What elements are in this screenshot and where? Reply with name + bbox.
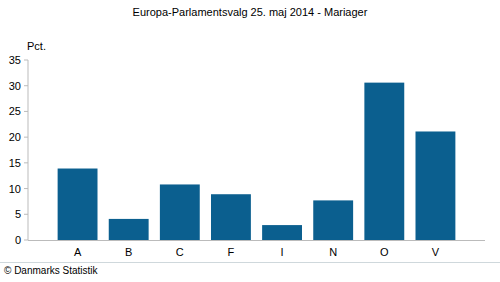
x-axis-line [28,240,485,241]
y-tick [24,188,28,189]
chart-svg: Europa-Parlamentsvalg 25. maj 2014 - Mar… [0,0,500,282]
y-tick-label: 25 [9,105,21,117]
bar [58,169,98,240]
bar [160,184,200,240]
y-tick-label: 15 [9,157,21,169]
y-tick-label: 5 [15,208,21,220]
y-tick-label: 35 [9,54,21,66]
y-tick-label: 20 [9,131,21,143]
bar [364,83,404,240]
x-tick-label: F [228,246,235,258]
y-tick [24,85,28,86]
x-tick-label: A [74,246,82,258]
bar [262,225,302,240]
y-tick-label: 10 [9,183,21,195]
y-tick-label: 0 [15,234,21,246]
bar [415,131,455,240]
source: © Danmarks Statistik [4,265,99,276]
y-tick-label: 30 [9,80,21,92]
bar [109,219,149,240]
x-tick-label: C [176,246,184,258]
y-tick [24,162,28,163]
y-tick [24,240,28,241]
chart-container: Europa-Parlamentsvalg 25. maj 2014 - Mar… [0,0,500,282]
x-tick-label: I [281,246,284,258]
y-tick [24,214,28,215]
bars [58,83,456,240]
footer-line [0,262,500,263]
y-axis-label: Pct. [27,40,46,52]
y-tick [24,137,28,138]
x-tick-label: V [432,246,440,258]
y-tick [24,60,28,61]
bar [211,194,251,240]
title: Europa-Parlamentsvalg 25. maj 2014 - Mar… [133,6,368,18]
y-axis-line [28,60,29,240]
x-tick-label: B [125,246,132,258]
x-tick-label: N [329,246,337,258]
y-tick [24,111,28,112]
x-tick-label: O [380,246,389,258]
bar [313,200,353,240]
